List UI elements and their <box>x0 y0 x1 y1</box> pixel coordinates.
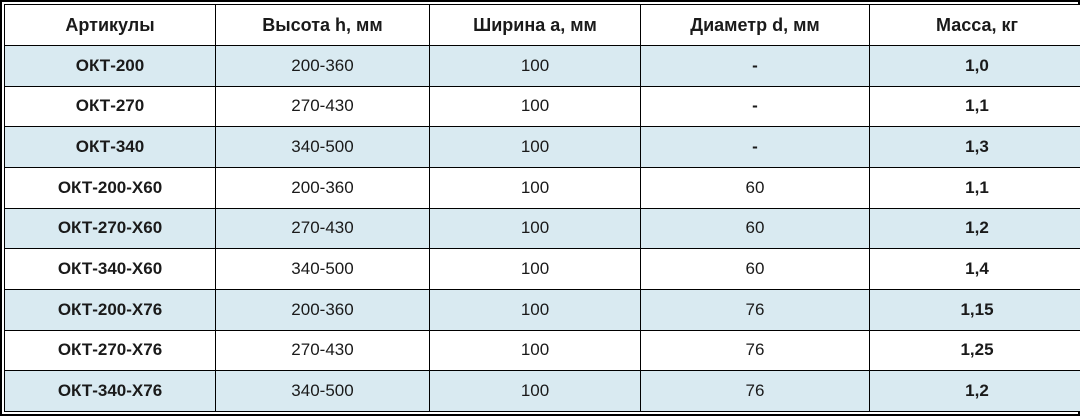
header-row: Артикулы Высота h, мм Ширина a, мм Диаме… <box>4 4 1080 46</box>
cell-height: 200-360 <box>215 45 430 87</box>
column-header-width: Ширина a, мм <box>429 4 641 46</box>
cell-diameter: 76 <box>640 288 870 331</box>
cell-width: 100 <box>429 85 641 128</box>
cell-diameter: 76 <box>640 329 870 372</box>
table-row: ОКТ-340-Х76 340-500 100 76 1,2 <box>4 370 1080 412</box>
cell-article: ОКТ-340-Х76 <box>4 370 216 412</box>
cell-height: 340-500 <box>215 126 430 168</box>
cell-width: 100 <box>429 329 641 372</box>
cell-diameter: - <box>640 45 870 87</box>
product-spec-table: Артикулы Высота h, мм Ширина a, мм Диаме… <box>4 4 1080 412</box>
cell-width: 100 <box>429 248 641 290</box>
cell-article: ОКТ-200-Х76 <box>4 288 216 331</box>
cell-width: 100 <box>429 166 641 209</box>
cell-diameter: 60 <box>640 207 870 250</box>
table-row: ОКТ-340 340-500 100 - 1,3 <box>4 126 1080 168</box>
cell-mass: 1,3 <box>869 126 1080 168</box>
cell-height: 270-430 <box>215 207 430 250</box>
column-header-diameter: Диаметр d, мм <box>640 4 870 46</box>
table-row: ОКТ-270-Х76 270-430 100 76 1,25 <box>4 329 1080 372</box>
cell-article: ОКТ-270-Х76 <box>4 329 216 372</box>
cell-article: ОКТ-200 <box>4 45 216 87</box>
table-row: ОКТ-340-Х60 340-500 100 60 1,4 <box>4 248 1080 290</box>
cell-diameter: 60 <box>640 166 870 209</box>
cell-mass: 1,1 <box>869 85 1080 128</box>
cell-diameter: 60 <box>640 248 870 290</box>
cell-article: ОКТ-270 <box>4 85 216 128</box>
cell-article: ОКТ-200-Х60 <box>4 166 216 209</box>
table-body: ОКТ-200 200-360 100 - 1,0 ОКТ-270 270-43… <box>4 45 1080 412</box>
table-header: Артикулы Высота h, мм Ширина a, мм Диаме… <box>4 4 1080 46</box>
cell-width: 100 <box>429 207 641 250</box>
cell-height: 340-500 <box>215 370 430 412</box>
cell-mass: 1,2 <box>869 207 1080 250</box>
cell-diameter: - <box>640 85 870 128</box>
table-row: ОКТ-200-Х76 200-360 100 76 1,15 <box>4 288 1080 331</box>
table-row: ОКТ-270 270-430 100 - 1,1 <box>4 85 1080 128</box>
cell-article: ОКТ-270-Х60 <box>4 207 216 250</box>
cell-mass: 1,0 <box>869 45 1080 87</box>
table-row: ОКТ-200-Х60 200-360 100 60 1,1 <box>4 166 1080 209</box>
cell-mass: 1,1 <box>869 166 1080 209</box>
cell-height: 200-360 <box>215 288 430 331</box>
cell-diameter: 76 <box>640 370 870 412</box>
cell-height: 270-430 <box>215 85 430 128</box>
cell-article: ОКТ-340 <box>4 126 216 168</box>
cell-width: 100 <box>429 288 641 331</box>
cell-width: 100 <box>429 126 641 168</box>
cell-diameter: - <box>640 126 870 168</box>
column-header-mass: Масса, кг <box>869 4 1080 46</box>
cell-mass: 1,2 <box>869 370 1080 412</box>
column-header-height: Высота h, мм <box>215 4 430 46</box>
column-header-article: Артикулы <box>4 4 216 46</box>
cell-height: 270-430 <box>215 329 430 372</box>
cell-height: 340-500 <box>215 248 430 290</box>
cell-width: 100 <box>429 370 641 412</box>
cell-mass: 1,15 <box>869 288 1080 331</box>
table-row: ОКТ-270-Х60 270-430 100 60 1,2 <box>4 207 1080 250</box>
cell-mass: 1,4 <box>869 248 1080 290</box>
cell-width: 100 <box>429 45 641 87</box>
cell-height: 200-360 <box>215 166 430 209</box>
cell-mass: 1,25 <box>869 329 1080 372</box>
cell-article: ОКТ-340-Х60 <box>4 248 216 290</box>
table-row: ОКТ-200 200-360 100 - 1,0 <box>4 45 1080 87</box>
